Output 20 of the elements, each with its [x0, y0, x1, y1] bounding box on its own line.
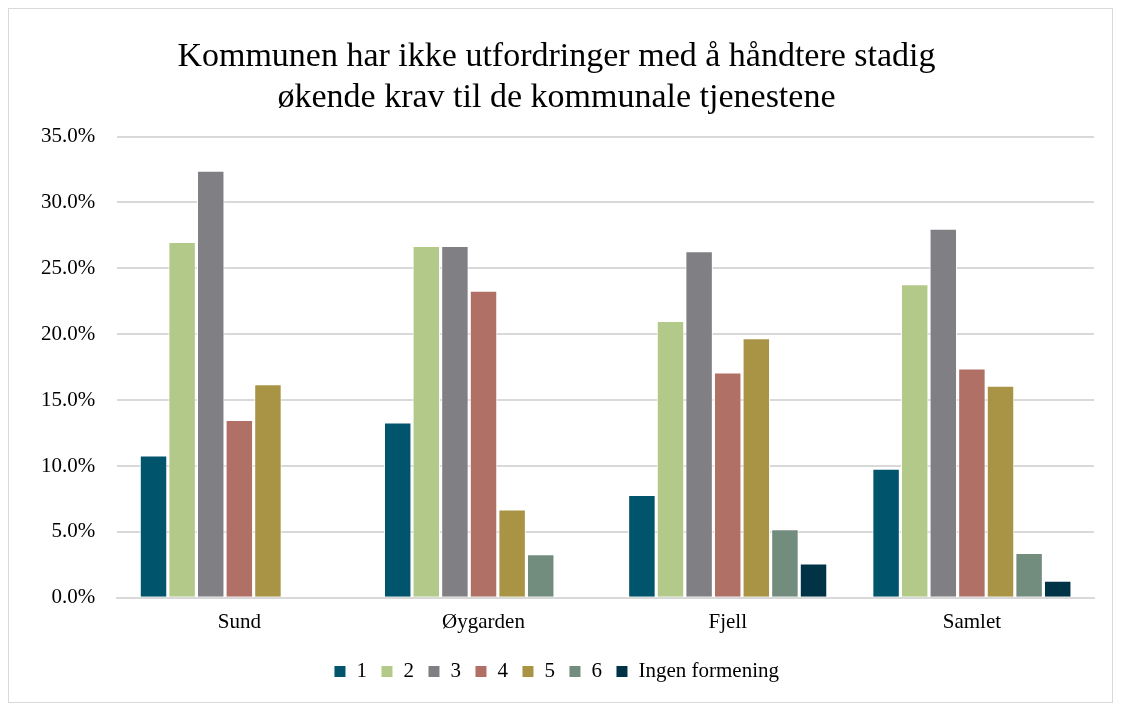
- legend-label: Ingen formening: [638, 658, 780, 683]
- x-tick-label: Samlet: [942, 608, 1002, 633]
- legend-label: 3: [450, 658, 461, 683]
- y-tick-label: 30.0%: [40, 189, 96, 213]
- y-tick-label: 10.0%: [40, 452, 96, 477]
- y-tick-label: 15.0%: [40, 386, 96, 411]
- y-tick-label: 35.0%: [40, 123, 96, 148]
- y-tick-label: 20.0%: [40, 320, 96, 345]
- x-tick-label: Sund: [217, 608, 262, 633]
- y-tick-label: 25.0%: [40, 254, 96, 279]
- chart-title: Kommunen har ikke utfordringer med å håndtere stadig økende krav til de kommunale tjenestene: [177, 36, 936, 115]
- y-tick-label: 0.0%: [51, 584, 96, 609]
- legend-label: 5: [544, 658, 555, 683]
- legend-label: 4: [497, 658, 509, 683]
- legend-label: 2: [403, 658, 414, 683]
- legend-label: 1: [356, 658, 367, 683]
- y-tick-label: 5.0%: [51, 518, 96, 543]
- legend-label: 6: [591, 658, 602, 683]
- x-tick-label: Fjell: [708, 608, 748, 633]
- x-tick-label: Øygarden: [442, 608, 526, 633]
